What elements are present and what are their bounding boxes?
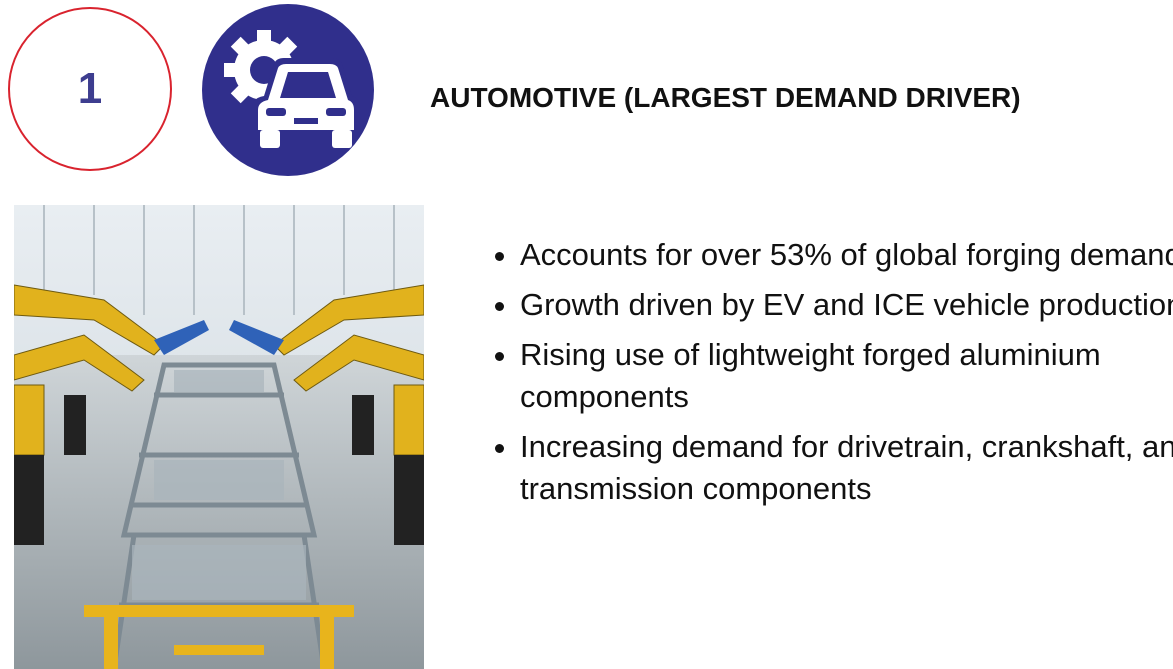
number-badge: 1: [8, 7, 172, 171]
number: 1: [77, 64, 103, 113]
bullet: Accounts for over 53% of global forging …: [520, 234, 1173, 276]
bullet: Growth driven by EV and ICE vehicle prod…: [520, 284, 1173, 326]
bullet: Rising use of lightweight forged alumini…: [520, 334, 1173, 418]
bullet-list: Accounts for over 53% of global forging …: [478, 234, 1173, 518]
automotive-icon: [202, 4, 374, 176]
section-title: AUTOMOTIVE (LARGEST DEMAND DRIVER): [430, 82, 1021, 113]
factory-photo: [14, 205, 424, 669]
bullet: Increasing demand for drivetrain, cranks…: [520, 426, 1173, 510]
